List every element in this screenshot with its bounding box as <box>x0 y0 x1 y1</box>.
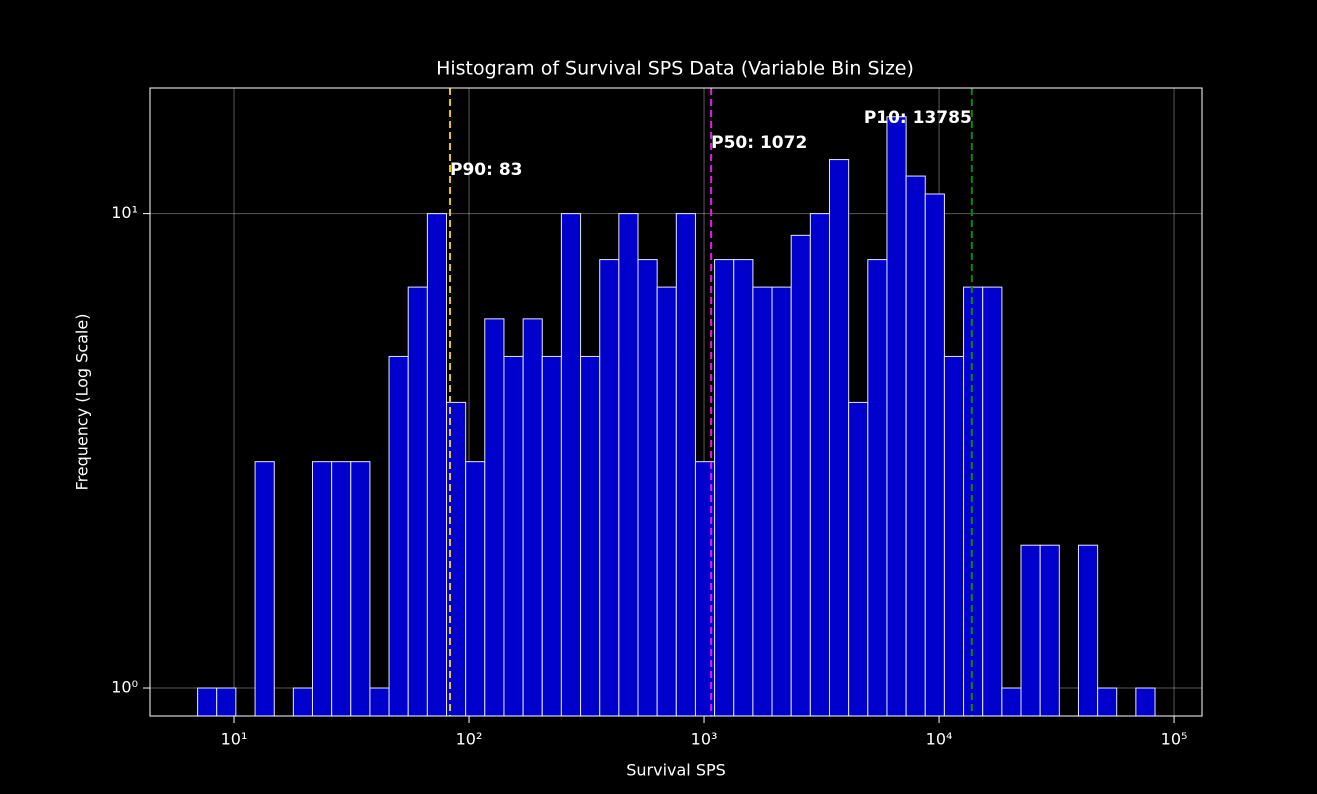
bar <box>733 259 754 717</box>
bar <box>1020 544 1041 717</box>
bar <box>618 213 639 717</box>
bar <box>503 355 524 717</box>
bar <box>924 193 945 717</box>
bar <box>426 213 448 717</box>
bar <box>484 318 505 717</box>
bar <box>331 461 352 717</box>
bar <box>886 116 907 717</box>
bar <box>943 355 965 717</box>
bar <box>1077 544 1099 717</box>
bar <box>446 401 467 717</box>
bar <box>752 286 773 717</box>
bar <box>254 461 275 717</box>
bar <box>369 687 390 717</box>
bar <box>829 159 850 717</box>
percentile-label: P10: 13785 <box>864 108 972 128</box>
bar <box>1001 687 1022 717</box>
bar <box>1039 544 1060 717</box>
percentile-label: P90: 83 <box>450 160 522 180</box>
bar <box>580 355 601 717</box>
bar <box>197 687 218 717</box>
x-tick-label: 10¹ <box>221 730 248 749</box>
bar <box>790 234 811 717</box>
bar <box>982 286 1003 717</box>
x-tick-label: 10⁵ <box>1161 730 1188 749</box>
bar <box>465 461 486 717</box>
bar <box>714 259 735 717</box>
bar <box>637 259 658 717</box>
bar <box>216 687 237 717</box>
bar <box>809 213 831 717</box>
bar <box>388 355 409 717</box>
bar <box>350 461 371 717</box>
bar <box>771 286 792 717</box>
bar <box>311 461 333 717</box>
bar <box>541 355 562 717</box>
chart-title: Histogram of Survival SPS Data (Variable… <box>436 58 914 80</box>
bar <box>407 286 428 717</box>
bar <box>522 318 543 717</box>
bar <box>656 286 677 717</box>
x-tick-label: 10⁴ <box>926 730 953 749</box>
plot-frame <box>149 87 1203 717</box>
bar <box>867 259 888 717</box>
bar <box>963 286 984 717</box>
bar <box>1135 687 1156 717</box>
x-axis-label: Survival SPS <box>626 761 726 780</box>
y-axis-label: Frequency (Log Scale) <box>73 314 92 491</box>
bar <box>905 175 926 717</box>
x-tick-label: 10³ <box>691 730 718 749</box>
y-tick-label: 10¹ <box>111 203 138 222</box>
percentile-label: P50: 1072 <box>711 133 807 153</box>
bar <box>1097 687 1118 717</box>
y-tick-label: 10⁰ <box>111 678 138 697</box>
bar <box>848 401 869 717</box>
x-tick-label: 10² <box>456 730 483 749</box>
bar <box>292 687 313 717</box>
bar <box>560 213 582 717</box>
bar <box>599 259 620 717</box>
bar <box>675 213 696 717</box>
